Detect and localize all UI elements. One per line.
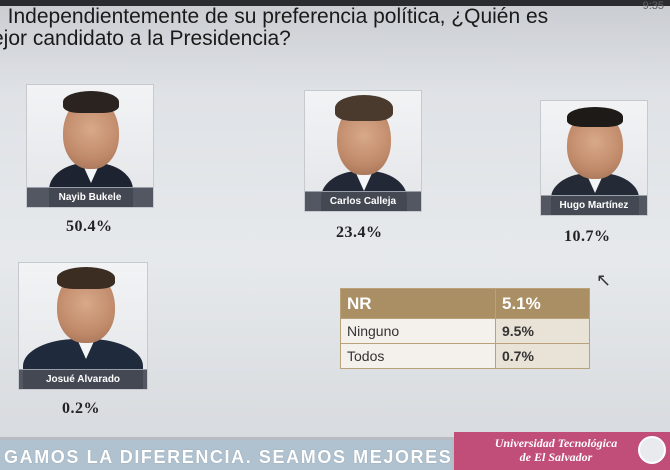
candidate-percent: 0.2% <box>62 400 100 417</box>
table-cell-value: 0.7% <box>495 343 590 369</box>
university-name-line-1: Universidad Tecnológica <box>494 436 618 450</box>
portrait-collar <box>77 339 95 359</box>
candidate-percent: 50.4% <box>66 218 113 235</box>
table-cell-label: Todos <box>340 343 496 369</box>
candidate-name-tag: Nayib Bukele <box>27 187 153 207</box>
top-strip <box>0 0 670 6</box>
university-name-line-2: de El Salvador <box>519 450 593 464</box>
university-seal-icon <box>638 436 666 464</box>
candidate-photo-calleja: Carlos Calleja <box>304 90 422 212</box>
table-cell-label: Ninguno <box>340 318 496 344</box>
question-title: . Independientemente de su preferencia p… <box>0 6 670 50</box>
portrait-hair <box>567 107 623 127</box>
candidate-photo-alvarado: Josué Alvarado <box>18 262 148 390</box>
nr-table-header-label: NR <box>340 288 496 319</box>
mouse-pointer-icon: ↖ <box>596 270 612 290</box>
candidate-photo-bukele: Nayib Bukele <box>26 84 154 208</box>
nr-table-header-value: 5.1% <box>495 288 590 319</box>
candidate-name-tag: Josué Alvarado <box>19 369 147 389</box>
candidate-name-tag: Hugo Martínez <box>541 195 647 215</box>
university-banner: Universidad Tecnológica de El Salvador <box>454 432 670 470</box>
candidate-percent: 10.7% <box>564 228 611 245</box>
table-row: Todos 0.7% <box>340 343 590 369</box>
clock-readout: 9:35 <box>642 0 664 12</box>
portrait-hair <box>63 91 119 113</box>
university-name: Universidad Tecnológica de El Salvador <box>468 436 644 464</box>
footer-slogan: GAMOS LA DIFERENCIA. SEAMOS MEJORES. <box>0 440 452 470</box>
nr-table-header-row: NR 5.1% <box>340 288 590 319</box>
candidate-percent: 23.4% <box>336 224 383 241</box>
nr-table: NR 5.1% Ninguno 9.5% Todos 0.7% <box>340 288 590 369</box>
table-cell-value: 9.5% <box>495 318 590 344</box>
candidate-photo-martinez: Hugo Martínez <box>540 100 648 216</box>
portrait-collar <box>355 171 373 191</box>
table-row: Ninguno 9.5% <box>340 318 590 344</box>
candidate-name-tag: Carlos Calleja <box>305 191 421 211</box>
portrait-hair <box>57 267 115 289</box>
portrait-hair <box>335 95 393 121</box>
question-line-2: ejor candidato a la Presidencia? <box>0 27 291 50</box>
question-line-1: . Independientemente de su preferencia p… <box>0 6 549 28</box>
